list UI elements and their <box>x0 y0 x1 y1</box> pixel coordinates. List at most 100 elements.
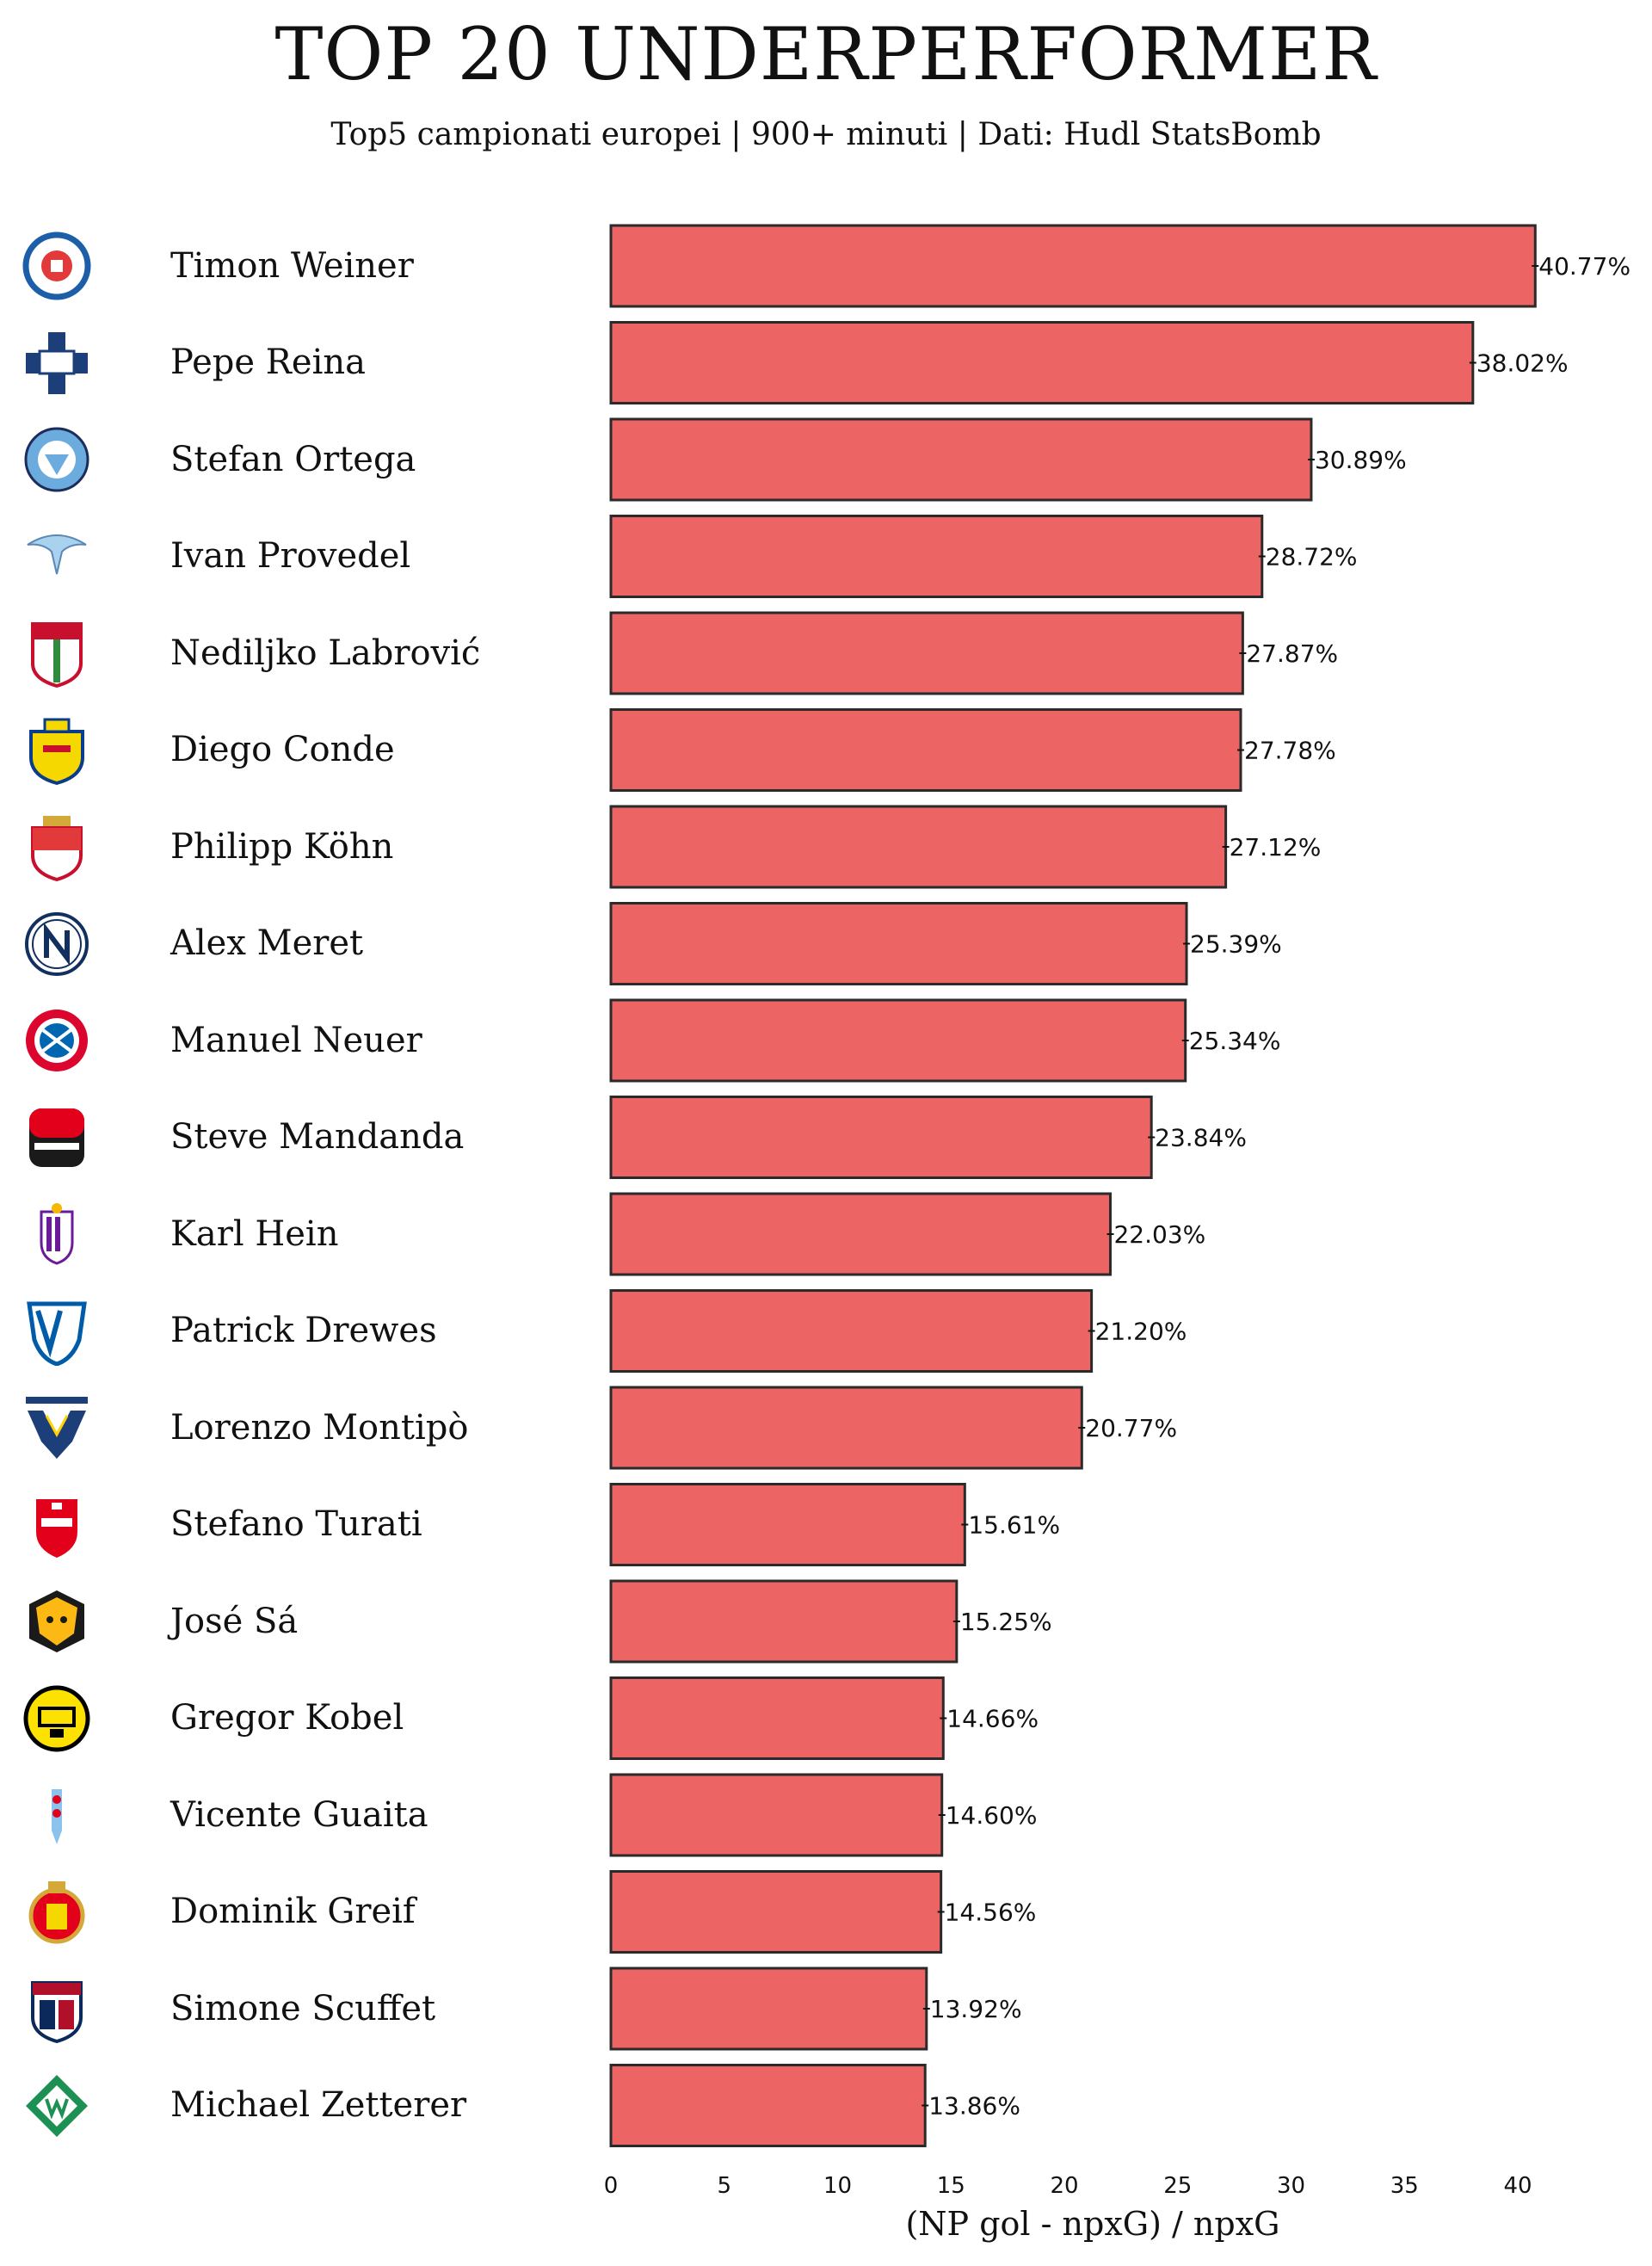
bar <box>609 224 1537 308</box>
bar <box>609 321 1475 404</box>
player-name: Philipp Köhn <box>170 826 394 867</box>
valladolid-crest-icon <box>40 1203 74 1265</box>
villarreal-crest-icon <box>29 718 84 785</box>
kiel-crest-icon <box>22 232 91 300</box>
player-row: Lorenzo Montipò <box>0 1380 1652 1477</box>
bar-value-label: 21.20% <box>1095 1318 1187 1346</box>
rennes-crest-icon <box>29 1108 84 1167</box>
dortmund-crest-icon <box>23 1685 90 1751</box>
player-name: Gregor Kobel <box>170 1698 404 1738</box>
x-axis-label: (NP gol - npxG) / npxG <box>905 2205 1280 2243</box>
bar <box>609 417 1313 502</box>
bar <box>609 611 1244 695</box>
x-tick-label: 15 <box>937 2173 965 2199</box>
bar <box>609 2064 927 2147</box>
player-row: Philipp Köhn <box>0 799 1652 896</box>
player-name: Nediljko Labrović <box>170 633 481 673</box>
bar-value-label: 22.03% <box>1113 1220 1205 1249</box>
x-tick-label: 35 <box>1390 2173 1419 2199</box>
bar-value-label: 27.87% <box>1246 639 1338 668</box>
player-row: Steve Mandanda <box>0 1089 1652 1186</box>
chart-title: TOP 20 UNDERPERFORMER <box>274 12 1378 96</box>
player-row: Karl Hein <box>0 1186 1652 1283</box>
bar <box>609 708 1242 792</box>
bar <box>609 1192 1112 1276</box>
wolves-crest-icon <box>29 1590 84 1652</box>
player-name: Lorenzo Montipò <box>170 1407 469 1448</box>
player-row: Alex Meret <box>0 895 1652 992</box>
bar <box>609 1870 943 1954</box>
bar-value-label: 15.61% <box>968 1511 1060 1540</box>
player-name: Diego Conde <box>170 730 395 770</box>
bar <box>609 515 1264 598</box>
bar-value-label: 15.25% <box>960 1608 1052 1636</box>
bar-value-label: 23.84% <box>1155 1124 1247 1152</box>
player-row: Pepe Reina <box>0 314 1652 411</box>
bar-value-label: 14.56% <box>945 1899 1037 1927</box>
man-city-crest-icon <box>24 427 89 492</box>
augsburg-crest-icon <box>31 622 83 688</box>
player-name: Simone Scuffet <box>170 1988 436 2028</box>
player-row: Michael Zetterer <box>0 2057 1652 2154</box>
player-row: Timon Weiner <box>0 218 1652 315</box>
player-name: Pepe Reina <box>170 343 366 383</box>
bar-value-label: 14.60% <box>946 1801 1038 1830</box>
player-name: Alex Meret <box>170 923 364 964</box>
bar <box>609 1676 945 1760</box>
bar-value-label: 40.77% <box>1538 252 1630 281</box>
bar <box>609 1579 959 1664</box>
bar-value-label: 13.86% <box>928 2092 1020 2121</box>
monza-crest-icon <box>36 1498 77 1558</box>
player-name: Steve Mandanda <box>170 1117 465 1158</box>
bar <box>609 1289 1094 1373</box>
player-name: Karl Hein <box>170 1213 339 1254</box>
bochum-crest-icon <box>27 1301 87 1366</box>
bar-value-label: 27.78% <box>1244 737 1336 765</box>
bar-value-label: 25.39% <box>1190 930 1282 959</box>
bar <box>609 805 1228 889</box>
player-row: Manuel Neuer <box>0 992 1652 1090</box>
player-row: José Sá <box>0 1573 1652 1670</box>
bar <box>609 998 1187 1083</box>
bar <box>609 1483 966 1566</box>
bar-value-label: 13.92% <box>930 1995 1022 2023</box>
cagliari-crest-icon <box>31 1981 83 2043</box>
player-row: Patrick Drewes <box>0 1282 1652 1380</box>
player-name: Dominik Greif <box>170 1892 416 1932</box>
player-row: Simone Scuffet <box>0 1960 1652 2058</box>
bar-value-label: 27.12% <box>1230 833 1322 861</box>
mallorca-crest-icon <box>28 1880 85 1943</box>
player-name: Michael Zetterer <box>170 2085 467 2126</box>
player-name: Patrick Drewes <box>170 1311 437 1351</box>
bar-value-label: 28.72% <box>1266 543 1358 571</box>
bar-value-label: 30.89% <box>1315 446 1407 474</box>
werder-crest-icon <box>26 2074 88 2137</box>
como-crest-icon <box>26 331 88 394</box>
player-row: Ivan Provedel <box>0 508 1652 605</box>
player-row: Stefano Turati <box>0 1476 1652 1573</box>
player-name: Stefan Ortega <box>170 439 416 479</box>
player-name: Ivan Provedel <box>170 536 411 577</box>
player-row: Stefan Ortega <box>0 411 1652 509</box>
player-row: Vicente Guaita <box>0 1767 1652 1864</box>
bar-value-label: 20.77% <box>1085 1414 1177 1442</box>
bar <box>609 902 1188 985</box>
chart-subtitle: Top5 campionati europei | 900+ minuti | … <box>330 117 1322 152</box>
napoli-crest-icon <box>25 911 89 976</box>
bar <box>609 1967 928 2051</box>
x-tick-label: 5 <box>717 2173 731 2199</box>
player-name: José Sá <box>170 1601 299 1641</box>
player-name: Vicente Guaita <box>170 1794 428 1835</box>
x-tick-label: 10 <box>823 2173 852 2199</box>
bar-value-label: 14.66% <box>946 1705 1039 1733</box>
player-name: Stefano Turati <box>170 1504 422 1545</box>
bar-value-label: 38.02% <box>1476 349 1569 378</box>
player-row: Nediljko Labrović <box>0 605 1652 702</box>
x-tick-label: 0 <box>604 2173 619 2199</box>
celta-crest-icon <box>52 1789 62 1844</box>
monaco-crest-icon <box>31 816 83 881</box>
player-row: Diego Conde <box>0 701 1652 799</box>
player-name: Manuel Neuer <box>170 1020 422 1060</box>
